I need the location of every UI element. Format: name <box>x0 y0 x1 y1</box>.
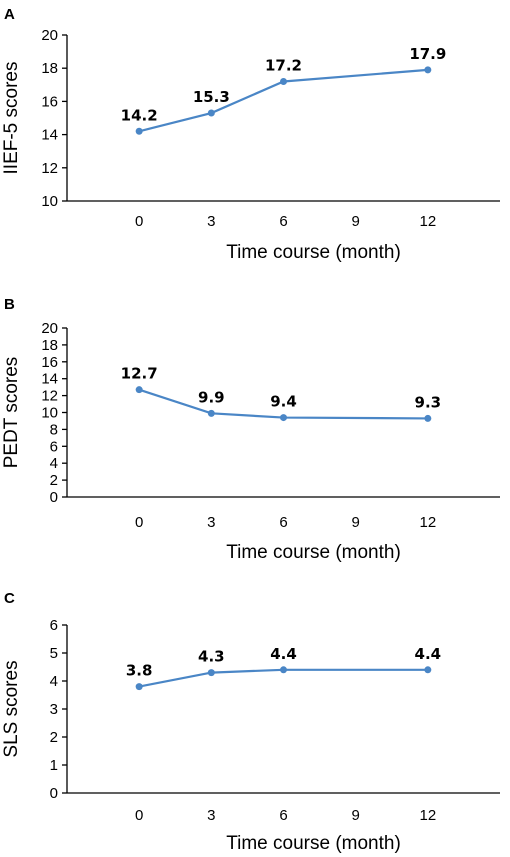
y-tick-label: 5 <box>50 645 58 662</box>
x-tick-label: 0 <box>135 213 143 230</box>
y-tick-label: 4 <box>50 455 58 472</box>
chart-panel-a: A 10 12 14 16 18 20 0 3 6 9 12 Time course (month) II… <box>1 6 500 263</box>
x-tick-label: 6 <box>279 807 287 824</box>
y-axis-title: SLS scores <box>1 660 22 757</box>
y-tick-label: 6 <box>50 438 58 455</box>
y-tick-label: 12 <box>41 160 58 177</box>
data-label: 4.3 <box>198 648 225 666</box>
data-label: 4.4 <box>270 645 297 663</box>
series-line <box>138 68 428 133</box>
y-tick-label: 0 <box>50 785 58 802</box>
x-tick-label: 12 <box>419 514 436 531</box>
x-tick-label: 6 <box>279 213 287 230</box>
data-point <box>135 127 143 135</box>
panel-letter: A <box>4 6 15 23</box>
data-point <box>424 666 432 674</box>
x-tick-label: 0 <box>135 807 143 824</box>
y-tick-label: 16 <box>41 354 58 371</box>
x-tick-label: 12 <box>419 213 436 230</box>
x-axis-title: Time course (month) <box>226 833 401 854</box>
y-tick-label: 18 <box>41 60 58 77</box>
data-point <box>280 666 287 674</box>
x-tick-label: 9 <box>351 514 359 531</box>
x-tick-label: 9 <box>351 807 359 824</box>
y-tick-label: 14 <box>41 371 58 388</box>
series-line <box>138 388 428 420</box>
y-tick-label: 20 <box>41 27 58 44</box>
data-point <box>207 409 215 417</box>
y-tick-label: 20 <box>41 320 58 337</box>
x-axis-title: Time course (month) <box>226 242 401 263</box>
data-label: 12.7 <box>121 365 158 383</box>
y-tick-label: 10 <box>41 193 58 210</box>
data-label: 15.3 <box>193 88 230 106</box>
y-tick-label: 6 <box>50 617 58 634</box>
data-label: 17.2 <box>265 56 302 74</box>
x-tick-label: 0 <box>135 514 143 531</box>
data-point <box>207 109 215 117</box>
y-axis-title: PEDT scores <box>1 357 22 469</box>
x-tick-label: 9 <box>351 213 359 230</box>
data-point <box>280 414 287 422</box>
panel-letter: C <box>4 590 15 607</box>
data-label: 9.9 <box>198 388 225 406</box>
y-tick-label: 2 <box>50 729 58 746</box>
data-label: 14.2 <box>121 106 158 124</box>
y-tick-label: 18 <box>41 337 58 354</box>
data-point <box>280 77 287 85</box>
y-tick-label: 1 <box>50 757 58 774</box>
x-tick-label: 3 <box>207 213 215 230</box>
data-point <box>424 414 432 422</box>
x-axis-title: Time course (month) <box>226 542 401 563</box>
series-line <box>138 668 428 688</box>
y-tick-label: 14 <box>41 127 58 144</box>
x-tick-label: 12 <box>419 807 436 824</box>
data-label: 3.8 <box>126 662 153 680</box>
data-point <box>135 386 143 394</box>
y-tick-label: 2 <box>50 472 58 489</box>
data-point <box>135 683 143 691</box>
y-axis-title: IIEF-5 scores <box>1 62 22 175</box>
y-tick-label: 12 <box>41 388 58 405</box>
data-point <box>207 669 215 677</box>
y-tick-label: 4 <box>50 673 58 690</box>
x-tick-label: 3 <box>207 514 215 531</box>
x-tick-label: 6 <box>279 514 287 531</box>
data-point <box>424 66 432 74</box>
y-tick-label: 0 <box>50 489 58 506</box>
y-tick-label: 10 <box>41 405 58 422</box>
data-label: 17.9 <box>409 45 446 63</box>
data-label: 9.3 <box>415 393 442 411</box>
y-tick-label: 16 <box>41 93 58 110</box>
panel-letter: B <box>4 296 15 313</box>
y-tick-label: 3 <box>50 701 58 718</box>
data-label: 9.4 <box>270 393 297 411</box>
data-label: 4.4 <box>415 645 442 663</box>
x-tick-label: 3 <box>207 807 215 824</box>
y-tick-label: 8 <box>50 421 58 438</box>
